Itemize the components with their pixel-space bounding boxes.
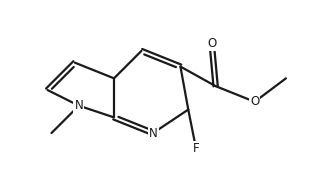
- Text: F: F: [193, 142, 199, 155]
- Text: N: N: [149, 127, 157, 139]
- Text: N: N: [74, 99, 83, 112]
- Text: O: O: [207, 37, 216, 50]
- Text: O: O: [250, 95, 259, 108]
